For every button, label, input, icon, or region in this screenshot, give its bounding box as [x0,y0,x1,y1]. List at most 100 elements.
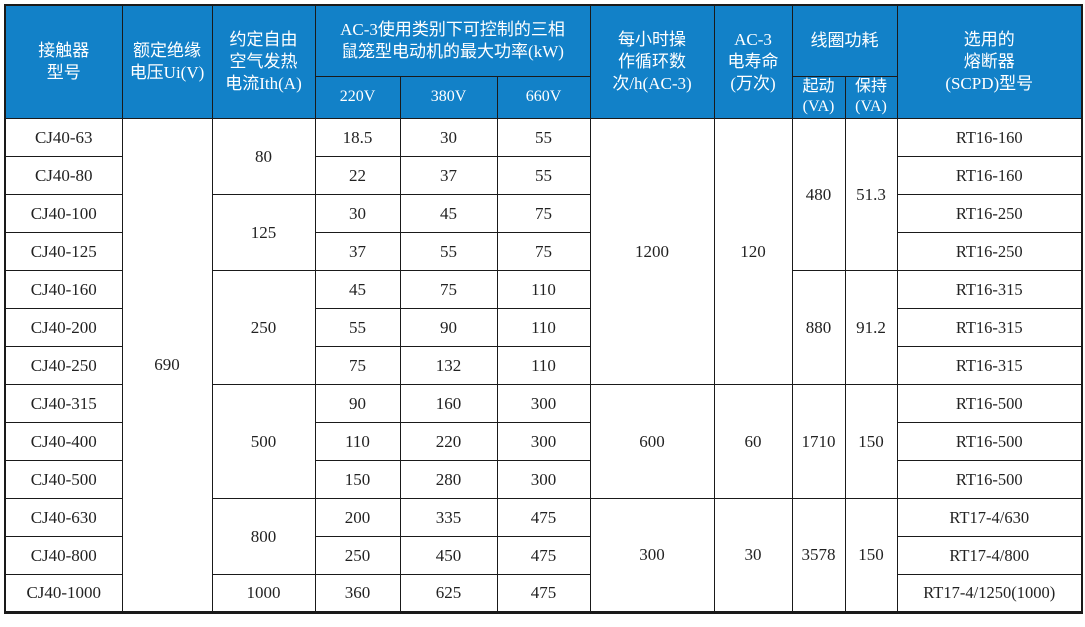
cell-fuse: RT16-315 [896,308,1083,348]
cell-fuse: RT16-315 [896,346,1083,386]
cell-kw-660: 75 [496,232,591,272]
cell-coil-hold-va: 150 [844,384,898,500]
cell-kw-660: 475 [496,498,591,538]
cell-model: CJ40-100 [4,194,123,234]
cell-kw-660: 475 [496,536,591,576]
header-rated-insulation-voltage: 额定绝缘 电压Ui(V) [121,4,213,120]
cell-electrical-life: 30 [713,498,793,614]
table-row: CJ40-400 110 220 300 RT16-500 [4,422,1083,462]
cell-electrical-life: 120 [713,118,793,386]
cell-kw-660: 110 [496,308,591,348]
cell-ith: 1000 [211,574,316,614]
header-660v: 660V [496,75,591,120]
cell-coil-start-va: 880 [791,270,846,386]
table-row: CJ40-250 75 132 110 RT16-315 [4,346,1083,386]
cell-kw-660: 475 [496,574,591,614]
cell-ith: 800 [211,498,316,576]
table-row: CJ40-100 125 30 45 75 RT16-250 [4,194,1083,272]
cell-kw-660: 75 [496,194,591,234]
table-row: CJ40-160 250 45 75 110 880 91.2 RT16-315 [4,270,1083,386]
cell-model: CJ40-500 [4,460,123,500]
cell-kw-380: 160 [399,384,498,424]
table-row: CJ40-80 22 37 55 RT16-160 [4,156,1083,196]
cell-cycles-per-hour: 300 [589,498,715,614]
header-380v: 380V [399,75,498,120]
header-contactor-model: 接触器 型号 [4,4,123,120]
cell-ith: 500 [211,384,316,500]
cell-kw-380: 30 [399,118,498,158]
cell-coil-start-va: 3578 [791,498,846,614]
cell-kw-380: 75 [399,270,498,310]
cell-electrical-life: 60 [713,384,793,500]
cell-fuse: RT17-4/630 [896,498,1083,538]
header-coil-start-va: 起动 (VA) [791,75,846,120]
cell-kw-660: 300 [496,384,591,424]
cell-model: CJ40-1000 [4,574,123,614]
cell-kw-220: 18.5 [314,118,401,158]
cell-coil-hold-va: 150 [844,498,898,614]
cell-fuse: RT16-250 [896,232,1083,272]
cell-kw-380: 132 [399,346,498,386]
cell-ith: 125 [211,194,316,272]
cell-coil-hold-va: 91.2 [844,270,898,386]
cell-model: CJ40-315 [4,384,123,424]
cell-kw-380: 280 [399,460,498,500]
cell-model: CJ40-630 [4,498,123,538]
table-row: CJ40-315 500 90 160 300 600 60 1710 150 RT16-500 [4,384,1083,500]
cell-kw-380: 625 [399,574,498,614]
table-row: CJ40-630 800 200 335 475 300 30 3578 150 RT17-4/6… [4,498,1083,614]
cell-model: CJ40-63 [4,118,123,158]
cell-kw-220: 360 [314,574,401,614]
cell-kw-220: 55 [314,308,401,348]
table-header: 接触器 型号 额定绝缘 电压Ui(V) 约定自由 空气发热 电流Ith(A) A… [4,4,1083,120]
table-body: CJ40-63 690 80 18.5 30 55 1200 120 480 51.3 RT16-1… [4,118,1083,614]
contactor-spec-table-wrap: 接触器 型号 额定绝缘 电压Ui(V) 约定自由 空气发热 电流Ith(A) A… [4,4,1083,615]
header-fuse-scpd-model: 选用的 熔断器 (SCPD)型号 [896,4,1083,120]
cell-kw-220: 45 [314,270,401,310]
cell-kw-380: 220 [399,422,498,462]
cell-kw-220: 150 [314,460,401,500]
cell-kw-220: 110 [314,422,401,462]
header-thermal-current-ith: 约定自由 空气发热 电流Ith(A) [211,4,316,120]
header-ac3-electrical-life: AC-3 电寿命 (万次) [713,4,793,120]
header-ac3-max-power-group: AC-3使用类别下可控制的三相 鼠笼型电动机的最大功率(kW) [314,4,591,77]
table-row: CJ40-125 37 55 75 RT16-250 [4,232,1083,272]
cell-fuse: RT16-315 [896,270,1083,310]
cell-model: CJ40-80 [4,156,123,196]
cell-kw-380: 90 [399,308,498,348]
table-row: CJ40-1000 1000 360 625 475 RT17-4/1250(1000) [4,574,1083,614]
table-row: CJ40-63 690 80 18.5 30 55 1200 120 480 51.3 RT16-1… [4,118,1083,614]
cell-kw-660: 300 [496,460,591,500]
cell-ui-voltage: 690 [121,118,213,614]
cell-kw-380: 45 [399,194,498,234]
cell-kw-660: 300 [496,422,591,462]
cell-kw-380: 55 [399,232,498,272]
cell-kw-220: 22 [314,156,401,196]
cell-coil-hold-va: 51.3 [844,118,898,272]
cell-model: CJ40-400 [4,422,123,462]
table-row: CJ40-500 150 280 300 RT16-500 [4,460,1083,500]
cell-cycles-per-hour: 600 [589,384,715,500]
cell-kw-660: 55 [496,156,591,196]
cell-fuse: RT16-250 [896,194,1083,234]
cell-coil-start-va: 480 [791,118,846,272]
cell-kw-220: 75 [314,346,401,386]
cell-kw-380: 37 [399,156,498,196]
cell-fuse: RT17-4/1250(1000) [896,574,1083,614]
cell-fuse: RT16-160 [896,118,1083,158]
cell-model: CJ40-200 [4,308,123,348]
cell-kw-380: 450 [399,536,498,576]
cell-fuse: RT16-500 [896,460,1083,500]
cell-kw-660: 110 [496,346,591,386]
cell-fuse: RT16-160 [896,156,1083,196]
cell-ith: 250 [211,270,316,386]
cell-kw-220: 30 [314,194,401,234]
cell-fuse: RT17-4/800 [896,536,1083,576]
cell-fuse: RT16-500 [896,384,1083,424]
header-220v: 220V [314,75,401,120]
cell-kw-220: 250 [314,536,401,576]
cell-model: CJ40-250 [4,346,123,386]
cell-kw-380: 335 [399,498,498,538]
cell-model: CJ40-125 [4,232,123,272]
header-coil-hold-va: 保持 (VA) [844,75,898,120]
